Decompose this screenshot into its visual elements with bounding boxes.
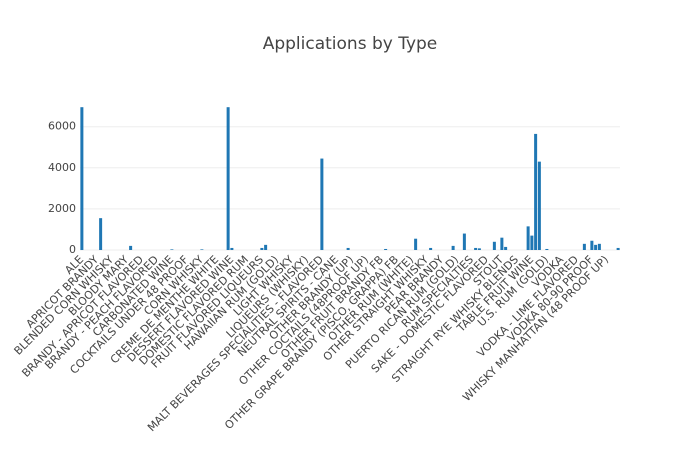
bar (414, 238, 418, 250)
bar (545, 248, 549, 250)
bar (384, 248, 388, 250)
bar (230, 247, 234, 250)
bar (477, 248, 481, 250)
y-tick-label: 4000 (48, 161, 76, 174)
y-tick-label: 0 (69, 243, 76, 256)
bar (320, 158, 324, 250)
bar (200, 249, 204, 250)
bar (429, 247, 433, 250)
bar (346, 247, 350, 250)
bar (526, 226, 530, 250)
y-tick-label: 6000 (48, 120, 76, 133)
bar (474, 247, 478, 250)
bar (616, 247, 620, 250)
bar (80, 107, 84, 251)
bar (590, 240, 594, 250)
bar (451, 245, 455, 250)
bar (492, 241, 496, 250)
bar (264, 244, 268, 250)
bar (582, 243, 586, 250)
bar (462, 233, 466, 250)
bar (534, 133, 538, 250)
bar (597, 243, 601, 250)
bar (530, 235, 534, 250)
bar (504, 246, 508, 250)
bar (226, 107, 230, 251)
bar (500, 237, 504, 250)
bar (129, 245, 133, 250)
bar (99, 218, 103, 250)
bar (170, 249, 174, 250)
bar (260, 247, 264, 250)
bar (537, 161, 541, 250)
y-tick-label: 2000 (48, 202, 76, 215)
chart-title: Applications by Type (263, 34, 438, 54)
bar (594, 244, 598, 250)
